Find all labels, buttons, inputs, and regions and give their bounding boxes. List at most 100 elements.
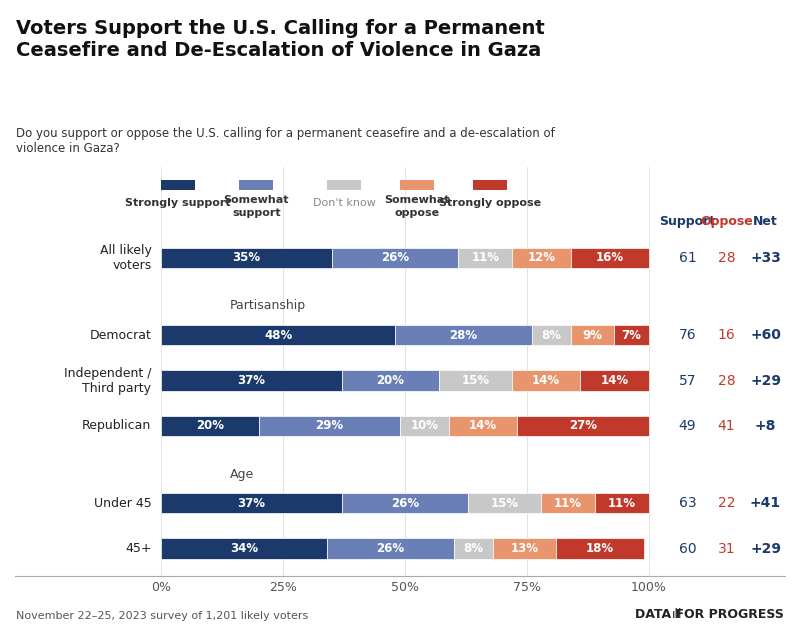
Bar bbox=[468, 493, 542, 514]
Text: 8%: 8% bbox=[463, 542, 483, 555]
Text: +29: +29 bbox=[750, 373, 781, 387]
Bar bbox=[614, 325, 649, 346]
Text: 26%: 26% bbox=[381, 252, 409, 264]
Text: Under 45: Under 45 bbox=[94, 496, 151, 510]
Text: 14%: 14% bbox=[600, 374, 629, 387]
Text: Somewhat: Somewhat bbox=[223, 195, 289, 205]
Bar bbox=[439, 370, 512, 391]
Text: 28: 28 bbox=[718, 251, 735, 265]
Text: 9%: 9% bbox=[582, 328, 602, 342]
Bar bbox=[162, 180, 195, 190]
Text: 14%: 14% bbox=[532, 374, 560, 387]
Bar bbox=[162, 370, 342, 391]
Text: support: support bbox=[232, 208, 281, 218]
Text: Independent /
Third party: Independent / Third party bbox=[64, 366, 151, 394]
Text: +41: +41 bbox=[750, 496, 781, 510]
Text: 14%: 14% bbox=[469, 420, 497, 432]
Bar bbox=[162, 325, 395, 346]
Text: Don't know: Don't know bbox=[313, 198, 375, 208]
Text: 20%: 20% bbox=[376, 374, 404, 387]
Bar bbox=[595, 493, 649, 514]
Text: Democrat: Democrat bbox=[90, 328, 151, 342]
Text: Strongly oppose: Strongly oppose bbox=[439, 198, 542, 208]
Text: 37%: 37% bbox=[238, 496, 266, 510]
Bar bbox=[493, 538, 556, 559]
Text: 60: 60 bbox=[678, 541, 696, 555]
Text: Do you support or oppose the U.S. calling for a permanent ceasefire and a de-esc: Do you support or oppose the U.S. callin… bbox=[16, 127, 554, 155]
Text: 35%: 35% bbox=[233, 252, 261, 264]
Text: 12%: 12% bbox=[527, 252, 555, 264]
Bar bbox=[332, 248, 458, 268]
Text: 37%: 37% bbox=[238, 374, 266, 387]
Text: 63: 63 bbox=[678, 496, 696, 510]
Bar bbox=[556, 538, 644, 559]
Text: 18%: 18% bbox=[586, 542, 614, 555]
Text: Age: Age bbox=[230, 469, 254, 481]
Bar bbox=[458, 248, 512, 268]
Text: 28%: 28% bbox=[450, 328, 478, 342]
Bar bbox=[162, 538, 327, 559]
Text: 57: 57 bbox=[678, 373, 696, 387]
Text: DATA FOR PROGRESS: DATA FOR PROGRESS bbox=[635, 608, 784, 621]
Bar bbox=[162, 416, 258, 436]
Text: Oppose: Oppose bbox=[700, 215, 753, 228]
Text: 15%: 15% bbox=[490, 496, 519, 510]
Text: 29%: 29% bbox=[315, 420, 343, 432]
Text: 16%: 16% bbox=[595, 252, 624, 264]
Bar bbox=[570, 248, 649, 268]
Bar bbox=[570, 325, 614, 346]
Text: 48%: 48% bbox=[264, 328, 292, 342]
Bar bbox=[512, 370, 580, 391]
Bar bbox=[580, 370, 649, 391]
Text: Support: Support bbox=[659, 215, 715, 228]
Text: Net: Net bbox=[753, 215, 778, 228]
Text: 7%: 7% bbox=[622, 328, 642, 342]
Text: Republican: Republican bbox=[82, 420, 151, 432]
Bar bbox=[342, 493, 468, 514]
Text: 28: 28 bbox=[718, 373, 735, 387]
Text: 15%: 15% bbox=[462, 374, 490, 387]
Bar bbox=[162, 248, 332, 268]
Text: +29: +29 bbox=[750, 541, 781, 555]
Bar bbox=[517, 416, 649, 436]
Text: Partisanship: Partisanship bbox=[230, 299, 306, 312]
Text: 49: 49 bbox=[678, 419, 696, 433]
Text: +8: +8 bbox=[755, 419, 776, 433]
Text: +60: +60 bbox=[750, 328, 781, 342]
Bar bbox=[258, 416, 400, 436]
Bar bbox=[473, 180, 507, 190]
Text: 13%: 13% bbox=[510, 542, 538, 555]
Text: All likely
voters: All likely voters bbox=[99, 244, 151, 272]
Text: 16: 16 bbox=[718, 328, 735, 342]
Text: 11%: 11% bbox=[608, 496, 636, 510]
Text: Strongly support: Strongly support bbox=[126, 198, 231, 208]
Bar bbox=[542, 493, 595, 514]
Text: 34%: 34% bbox=[230, 542, 258, 555]
Text: 41: 41 bbox=[718, 419, 735, 433]
Text: +33: +33 bbox=[750, 251, 781, 265]
Text: ıll: ıll bbox=[672, 608, 682, 621]
Text: 22: 22 bbox=[718, 496, 735, 510]
Bar bbox=[512, 248, 570, 268]
Text: 27%: 27% bbox=[569, 420, 597, 432]
Text: 45+: 45+ bbox=[125, 542, 151, 555]
Bar bbox=[449, 416, 517, 436]
Text: oppose: oppose bbox=[394, 208, 440, 218]
Bar bbox=[400, 416, 449, 436]
Bar bbox=[162, 493, 342, 514]
Bar bbox=[239, 180, 274, 190]
Bar bbox=[531, 325, 570, 346]
Bar bbox=[342, 370, 439, 391]
Bar bbox=[395, 325, 531, 346]
Text: 10%: 10% bbox=[410, 420, 438, 432]
Bar bbox=[454, 538, 493, 559]
Bar bbox=[327, 538, 454, 559]
Text: Somewhat: Somewhat bbox=[384, 195, 450, 205]
Text: 11%: 11% bbox=[554, 496, 582, 510]
Text: Voters Support the U.S. Calling for a Permanent
Ceasefire and De-Escalation of V: Voters Support the U.S. Calling for a Pe… bbox=[16, 19, 545, 60]
Text: 61: 61 bbox=[678, 251, 697, 265]
Text: 76: 76 bbox=[678, 328, 696, 342]
Bar bbox=[400, 180, 434, 190]
Text: November 22–25, 2023 survey of 1,201 likely voters: November 22–25, 2023 survey of 1,201 lik… bbox=[16, 611, 308, 621]
Text: 26%: 26% bbox=[391, 496, 419, 510]
